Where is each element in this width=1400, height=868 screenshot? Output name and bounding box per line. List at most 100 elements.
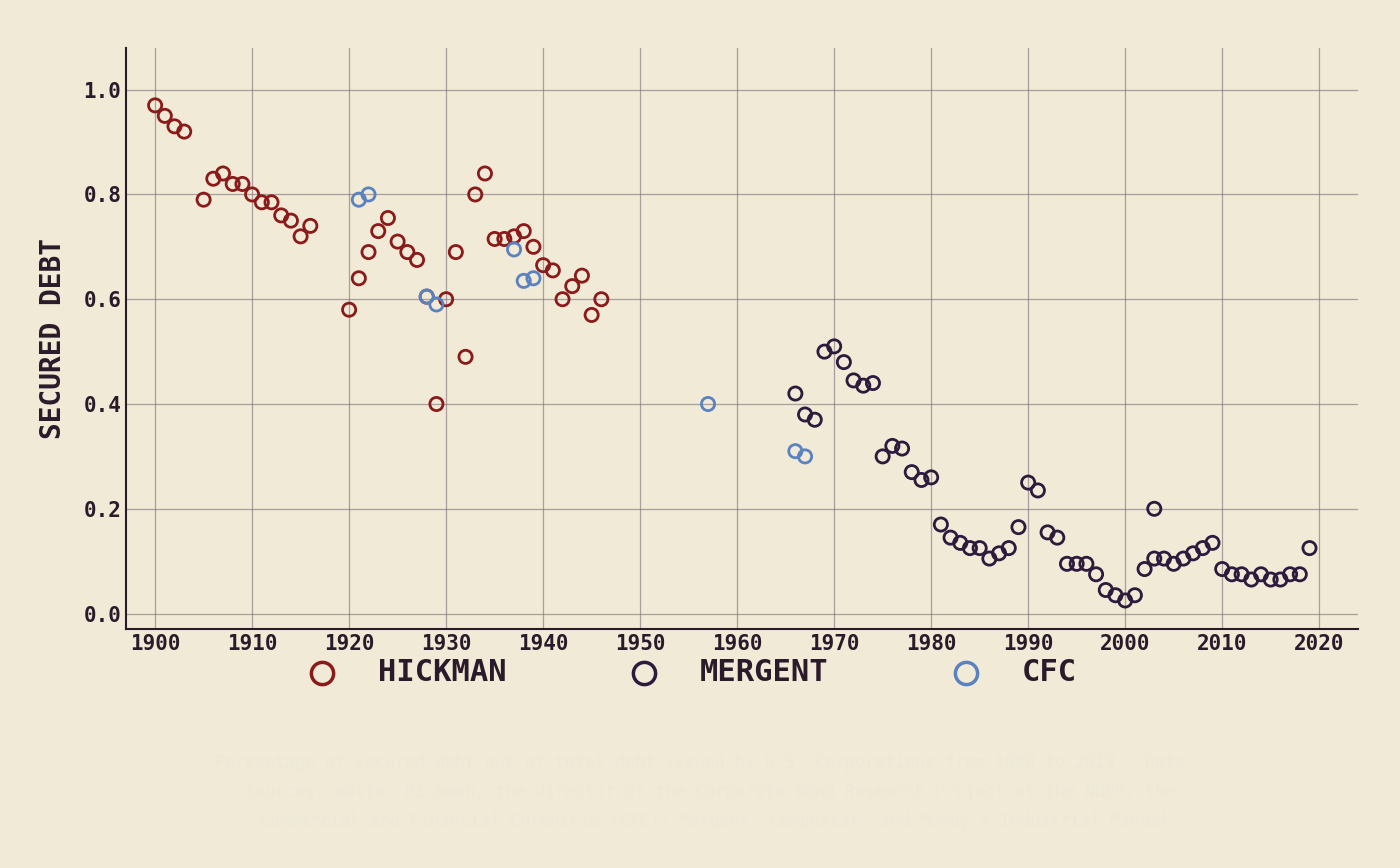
Point bbox=[1250, 568, 1273, 582]
Point bbox=[386, 234, 409, 248]
Point bbox=[202, 172, 224, 186]
Point bbox=[843, 373, 865, 387]
Point bbox=[512, 274, 535, 288]
Point bbox=[503, 242, 525, 256]
Point bbox=[581, 308, 603, 322]
Point bbox=[260, 195, 283, 209]
Point bbox=[920, 470, 942, 484]
Point bbox=[377, 211, 399, 225]
Point bbox=[833, 355, 855, 369]
Point bbox=[463, 187, 486, 201]
Point bbox=[1270, 573, 1292, 587]
Point bbox=[1016, 476, 1039, 490]
Point bbox=[794, 450, 816, 464]
Text: Percentage of secured debt out of total debt issued by U.S. Corporations from 19: Percentage of secured debt out of total … bbox=[216, 753, 1184, 831]
Point bbox=[1172, 552, 1194, 566]
Point bbox=[192, 193, 214, 207]
Point bbox=[241, 187, 263, 201]
Point bbox=[988, 546, 1011, 560]
Point bbox=[1007, 520, 1029, 534]
Point bbox=[1201, 536, 1224, 549]
Point bbox=[493, 232, 515, 246]
Point bbox=[571, 269, 594, 283]
Point bbox=[503, 229, 525, 243]
Point bbox=[813, 345, 836, 358]
Point bbox=[1298, 541, 1320, 555]
Point bbox=[512, 224, 535, 238]
Point bbox=[473, 167, 496, 181]
Point bbox=[542, 264, 564, 278]
Point bbox=[1036, 525, 1058, 539]
Point bbox=[1240, 573, 1263, 587]
Point bbox=[174, 125, 196, 139]
Point bbox=[522, 272, 545, 286]
Point bbox=[959, 541, 981, 555]
Point bbox=[347, 272, 370, 286]
Point bbox=[871, 450, 893, 464]
Point bbox=[532, 258, 554, 272]
Point bbox=[881, 439, 903, 453]
Point bbox=[357, 187, 379, 201]
Point bbox=[1191, 541, 1214, 555]
Point bbox=[561, 279, 584, 293]
Point bbox=[979, 552, 1001, 566]
Point bbox=[154, 108, 176, 122]
Point bbox=[1075, 557, 1098, 571]
Point bbox=[784, 444, 806, 458]
Point bbox=[1260, 573, 1282, 587]
Point bbox=[1221, 568, 1243, 582]
Point bbox=[853, 378, 875, 392]
Point bbox=[406, 253, 428, 266]
Point bbox=[164, 120, 186, 134]
Point bbox=[697, 397, 720, 411]
Point bbox=[1046, 530, 1068, 544]
Text: CFC: CFC bbox=[1022, 658, 1077, 687]
Point bbox=[890, 442, 913, 456]
Point bbox=[347, 193, 370, 207]
Point bbox=[270, 208, 293, 222]
Point bbox=[445, 245, 468, 259]
Point bbox=[416, 290, 438, 304]
Point bbox=[290, 229, 312, 243]
Point bbox=[1105, 589, 1127, 602]
Point bbox=[367, 224, 389, 238]
Point bbox=[416, 290, 438, 304]
Point bbox=[1124, 589, 1147, 602]
Point bbox=[1065, 557, 1088, 571]
Point bbox=[144, 98, 167, 112]
Point bbox=[1211, 562, 1233, 576]
Point bbox=[1288, 568, 1310, 582]
Point bbox=[357, 245, 379, 259]
Point bbox=[426, 298, 448, 312]
Y-axis label: SECURED DEBT: SECURED DEBT bbox=[39, 238, 67, 439]
Point bbox=[1142, 502, 1165, 516]
Point bbox=[1085, 568, 1107, 582]
Point bbox=[1095, 583, 1117, 597]
Point bbox=[300, 219, 322, 233]
Point bbox=[1182, 546, 1204, 560]
Point bbox=[969, 541, 991, 555]
Point bbox=[552, 293, 574, 306]
Text: HICKMAN: HICKMAN bbox=[378, 658, 507, 687]
Point bbox=[794, 408, 816, 422]
Point bbox=[910, 473, 932, 487]
Text: MERGENT: MERGENT bbox=[700, 658, 829, 687]
Point bbox=[1134, 562, 1156, 576]
Point bbox=[939, 530, 962, 544]
Point bbox=[211, 167, 234, 181]
Point bbox=[426, 397, 448, 411]
Point bbox=[949, 536, 972, 549]
Point bbox=[823, 339, 846, 353]
Point bbox=[251, 195, 273, 209]
Point bbox=[1231, 568, 1253, 582]
Point bbox=[784, 386, 806, 400]
Point bbox=[1056, 557, 1078, 571]
Point bbox=[804, 413, 826, 427]
Point bbox=[522, 240, 545, 253]
Point bbox=[900, 465, 923, 479]
Point bbox=[1142, 552, 1165, 566]
Point bbox=[435, 293, 458, 306]
Point bbox=[221, 177, 244, 191]
Point bbox=[483, 232, 505, 246]
Point bbox=[337, 303, 360, 317]
